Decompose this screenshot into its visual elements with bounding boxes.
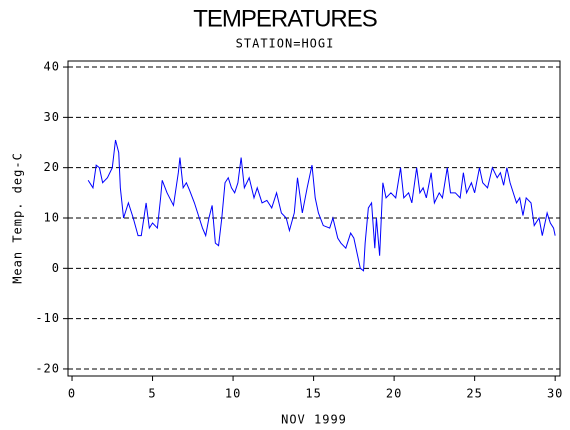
chart-title: TEMPERATURES [193, 5, 377, 32]
x-tick-label: 5 [148, 387, 156, 401]
y-tick-label: 40 [44, 60, 60, 74]
y-tick-label: -10 [35, 311, 60, 325]
y-tick-label: 10 [44, 210, 60, 224]
x-tick-label: 0 [68, 387, 76, 401]
y-tick-label: 30 [44, 110, 60, 124]
plot-frame [67, 60, 561, 377]
x-tick-label: 25 [466, 387, 482, 401]
x-tick-label: 30 [547, 387, 563, 401]
x-axis-label: NOV 1999 [281, 413, 347, 427]
y-axis-label: Mean Temp. deg-C [11, 152, 25, 284]
x-tick-label: 15 [305, 387, 321, 401]
y-tick-label: 20 [44, 160, 60, 174]
x-tick-label: 20 [386, 387, 402, 401]
x-tick-label: 10 [225, 387, 241, 401]
y-tick-label: 0 [52, 261, 60, 275]
y-tick-label: -20 [35, 361, 60, 375]
chart-subtitle: STATION=HOGI [236, 37, 335, 51]
temperature-line [87, 139, 556, 272]
